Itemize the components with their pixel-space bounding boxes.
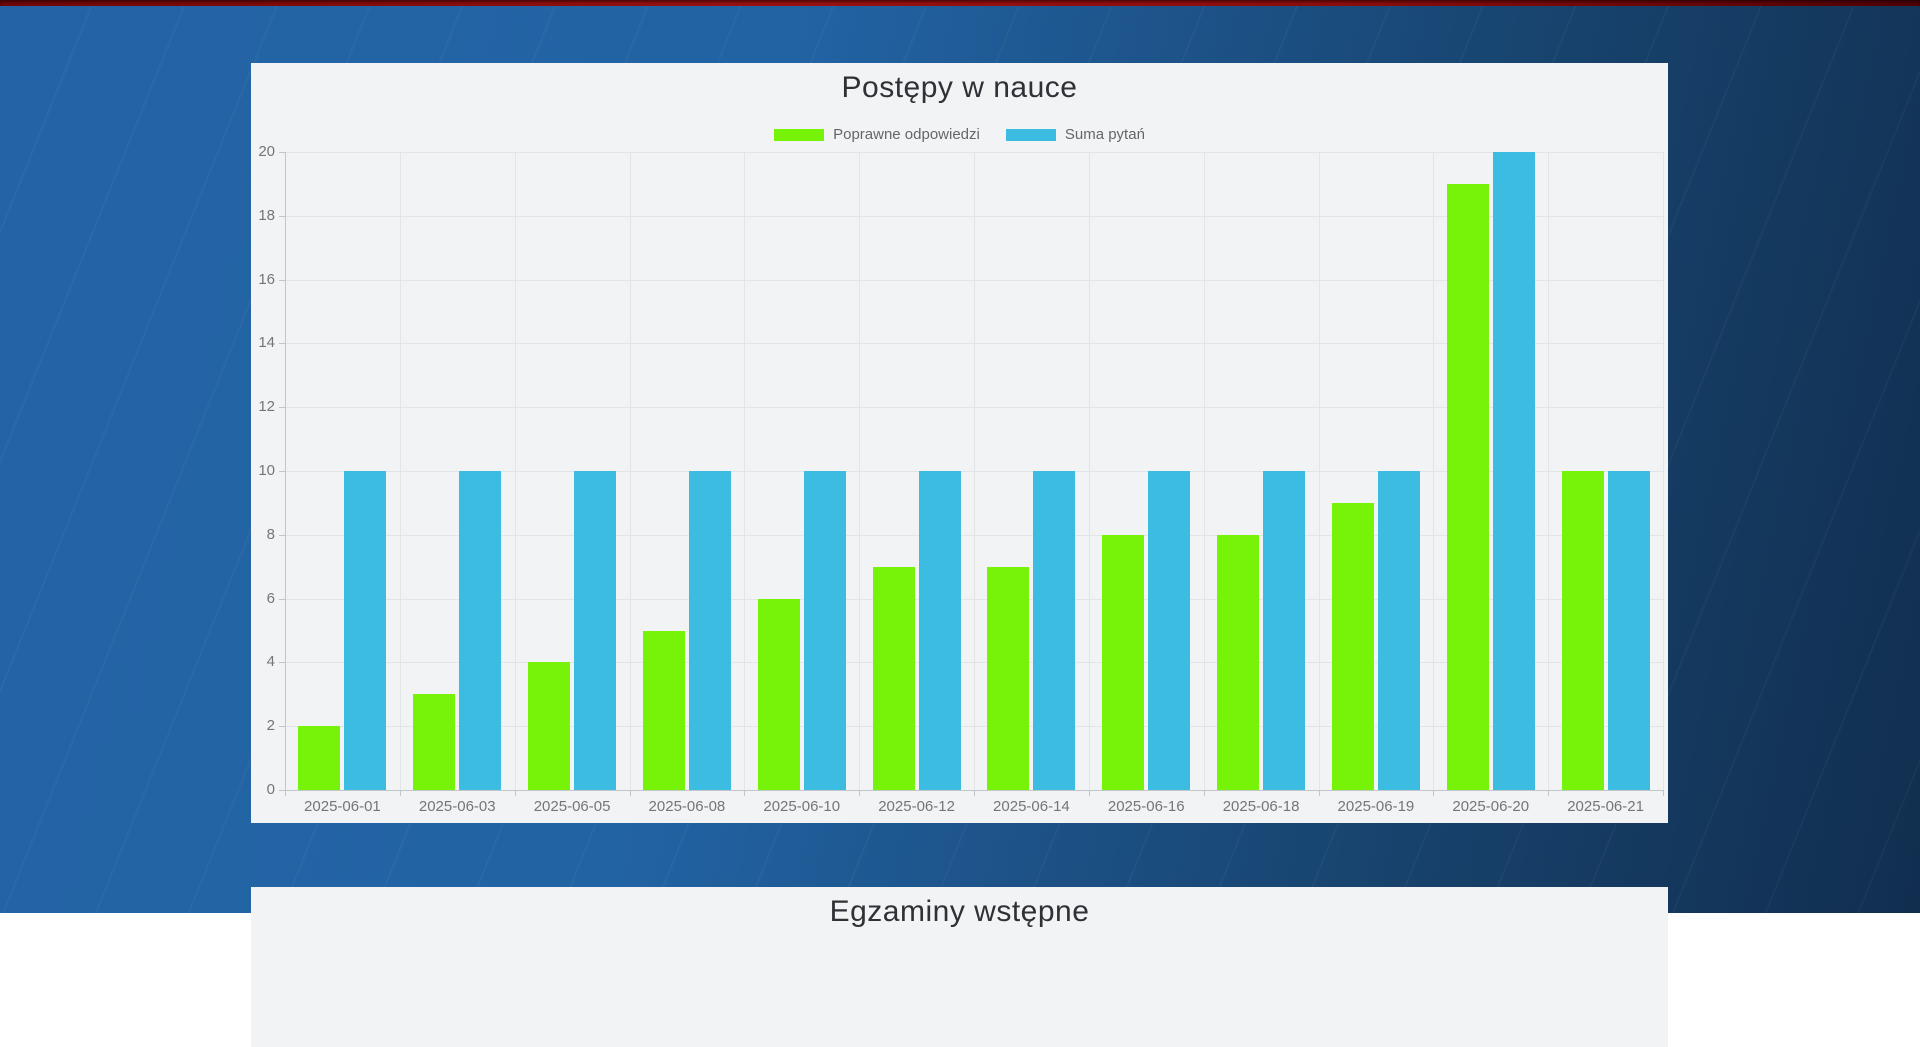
bar-correct-answers[interactable] xyxy=(872,566,915,790)
bar-total-questions[interactable] xyxy=(1263,471,1306,790)
y-axis-tick xyxy=(279,534,285,536)
x-axis-label: 2025-06-10 xyxy=(763,798,841,815)
plot-area: 0 2 4 6 8 10 12 14 16 18 20 2025-06-01 2025-06-03 202… xyxy=(258,143,1664,815)
chart-legend: Poprawne odpowiedzi Suma pytań xyxy=(251,126,1668,143)
chart-title: Postępy w nauce xyxy=(841,71,1078,104)
y-axis-tick xyxy=(279,343,285,345)
y-axis-tick xyxy=(279,407,285,409)
y-axis-label: 12 xyxy=(258,398,275,416)
grid-line-vertical xyxy=(744,152,746,790)
y-axis-label: 16 xyxy=(258,270,275,288)
x-axis-label: 2025-06-14 xyxy=(993,798,1070,815)
bar-total-questions[interactable] xyxy=(1033,471,1076,790)
y-axis-tick xyxy=(279,152,285,153)
x-axis-tick xyxy=(1663,790,1664,796)
x-axis-label: 2025-06-20 xyxy=(1452,798,1530,815)
x-axis-label: 2025-06-08 xyxy=(648,798,726,815)
y-axis-label: 20 xyxy=(258,143,275,160)
grid-line-vertical xyxy=(629,152,631,790)
y-axis-line xyxy=(285,152,286,791)
y-axis-label: 18 xyxy=(258,206,275,224)
x-axis-label: 2025-06-03 xyxy=(418,798,496,815)
y-axis-tick xyxy=(279,279,285,281)
bar-correct-answers[interactable] xyxy=(757,598,800,790)
y-axis-label: 0 xyxy=(266,781,275,798)
x-axis-tick xyxy=(859,790,861,796)
x-axis-tick xyxy=(1318,790,1320,796)
y-axis-tick xyxy=(279,598,285,600)
grid-line-vertical xyxy=(399,152,401,790)
legend-label: Poprawne odpowiedzi xyxy=(833,126,980,143)
bar-correct-answers[interactable] xyxy=(642,630,685,790)
y-axis-label: 6 xyxy=(266,589,275,607)
chart-title: Egzaminy wstępne xyxy=(829,895,1090,928)
legend-swatch xyxy=(774,128,825,141)
bar-total-questions[interactable] xyxy=(918,471,961,790)
grid-line-vertical xyxy=(859,152,861,790)
x-axis-tick xyxy=(514,790,516,796)
x-axis-tick xyxy=(399,790,401,796)
bar-correct-answers[interactable] xyxy=(528,662,571,790)
legend-label: Suma pytań xyxy=(1064,126,1145,143)
x-axis-label: 2025-06-16 xyxy=(1107,798,1185,815)
grid-line-vertical xyxy=(1203,152,1205,790)
bar-total-questions[interactable] xyxy=(1148,471,1191,790)
grid-line-vertical xyxy=(1088,152,1090,790)
top-red-stripe xyxy=(0,0,1920,6)
y-axis-label: 10 xyxy=(258,462,275,479)
grid-line-vertical xyxy=(1433,152,1435,790)
bar-correct-answers[interactable] xyxy=(1102,534,1145,790)
grid-line-vertical xyxy=(1663,152,1664,790)
bar-total-questions[interactable] xyxy=(1607,471,1650,790)
bar-correct-answers[interactable] xyxy=(1446,183,1489,790)
x-axis-label: 2025-06-05 xyxy=(533,798,611,815)
x-axis-label: 2025-06-01 xyxy=(304,798,381,815)
y-axis-tick xyxy=(279,726,285,728)
bar-correct-answers[interactable] xyxy=(987,566,1030,790)
x-axis-tick xyxy=(629,790,631,796)
x-axis-tick xyxy=(285,790,286,796)
x-axis-tick xyxy=(1203,790,1205,796)
bar-correct-answers[interactable] xyxy=(1217,534,1260,790)
bar-total-questions[interactable] xyxy=(688,471,731,790)
y-axis-label: 2 xyxy=(266,717,275,735)
y-axis-tick xyxy=(279,662,285,664)
y-axis-tick xyxy=(279,215,285,217)
bar-total-questions[interactable] xyxy=(574,471,617,790)
x-axis-tick xyxy=(1088,790,1090,796)
bar-correct-answers[interactable] xyxy=(1561,471,1604,790)
grid-line-vertical xyxy=(1318,152,1320,790)
bar-total-questions[interactable] xyxy=(344,471,387,790)
bar-correct-answers[interactable] xyxy=(1331,502,1374,790)
grid-line-vertical xyxy=(514,152,516,790)
x-axis-tick xyxy=(744,790,746,796)
legend-item[interactable]: Poprawne odpowiedzi xyxy=(774,126,980,143)
y-axis-tick xyxy=(279,471,285,472)
x-axis-tick xyxy=(1548,790,1550,796)
bar-total-questions[interactable] xyxy=(1492,152,1535,790)
chart-card-learning-progress: Postępy w nauce Poprawne odpowiedzi Suma … xyxy=(251,63,1668,823)
grid-line-vertical xyxy=(1548,152,1550,790)
y-axis-label: 4 xyxy=(266,653,275,671)
x-axis-line xyxy=(285,790,1664,791)
x-axis-label: 2025-06-19 xyxy=(1337,798,1415,815)
bar-total-questions[interactable] xyxy=(1377,471,1420,790)
bar-correct-answers[interactable] xyxy=(298,726,341,790)
bar-correct-answers[interactable] xyxy=(413,694,456,790)
y-axis-label: 8 xyxy=(266,525,275,543)
legend-swatch xyxy=(1005,128,1056,141)
x-axis-tick xyxy=(974,790,975,796)
x-axis-label: 2025-06-18 xyxy=(1222,798,1300,815)
y-axis-label: 14 xyxy=(258,334,275,352)
legend-item[interactable]: Suma pytań xyxy=(1005,126,1145,143)
bar-total-questions[interactable] xyxy=(459,471,502,790)
x-axis-label: 2025-06-21 xyxy=(1567,798,1644,815)
x-axis-label: 2025-06-12 xyxy=(878,798,955,815)
grid-line-vertical xyxy=(974,152,975,790)
chart-card-entrance-exams: Egzaminy wstępne xyxy=(251,887,1668,1047)
x-axis-tick xyxy=(1433,790,1435,796)
bar-total-questions[interactable] xyxy=(803,471,846,790)
y-axis-tick xyxy=(279,790,285,791)
